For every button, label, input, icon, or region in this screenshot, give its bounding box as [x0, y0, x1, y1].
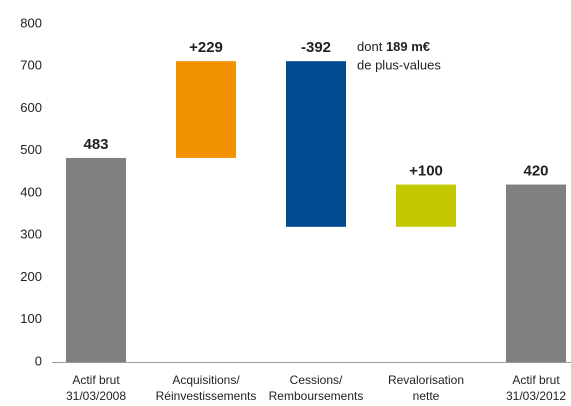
value-label: 420 — [523, 163, 548, 180]
x-tick-label: Cessions/ — [290, 373, 343, 387]
y-tick-label: 0 — [35, 353, 42, 368]
y-tick-label: 700 — [20, 58, 42, 73]
annotation-text: dont — [357, 39, 383, 54]
x-tick-label: nette — [413, 389, 440, 403]
value-label: +229 — [189, 39, 223, 56]
x-tick-label: 31/03/2008 — [66, 389, 126, 403]
bar — [396, 184, 456, 227]
value-label: 483 — [83, 136, 108, 153]
x-tick-label: Actif brut — [512, 373, 560, 387]
x-tick-label: Acquisitions/ — [172, 373, 240, 387]
y-tick-label: 300 — [20, 227, 42, 242]
bar — [176, 61, 236, 158]
annotation-text: de plus-values — [357, 57, 441, 72]
y-tick-label: 200 — [20, 269, 42, 284]
x-tick-label: Réinvestissements — [156, 389, 257, 403]
annotation: dont 189 m€ — [357, 39, 430, 54]
value-label: -392 — [301, 39, 331, 56]
bar — [286, 61, 346, 227]
annotation-value: 189 m€ — [386, 39, 430, 54]
y-tick-label: 500 — [20, 142, 42, 157]
value-label: +100 — [409, 163, 443, 180]
y-tick-label: 800 — [20, 15, 42, 30]
y-tick-label: 600 — [20, 100, 42, 115]
x-tick-label: Remboursements — [269, 389, 364, 403]
bar — [66, 157, 126, 362]
x-tick-label: 31/03/2012 — [506, 389, 566, 403]
x-tick-label: Actif brut — [72, 373, 120, 387]
x-tick-label: Revalorisation — [388, 373, 464, 387]
y-tick-label: 400 — [20, 184, 42, 199]
y-tick-label: 100 — [20, 311, 42, 326]
bar — [506, 184, 566, 362]
